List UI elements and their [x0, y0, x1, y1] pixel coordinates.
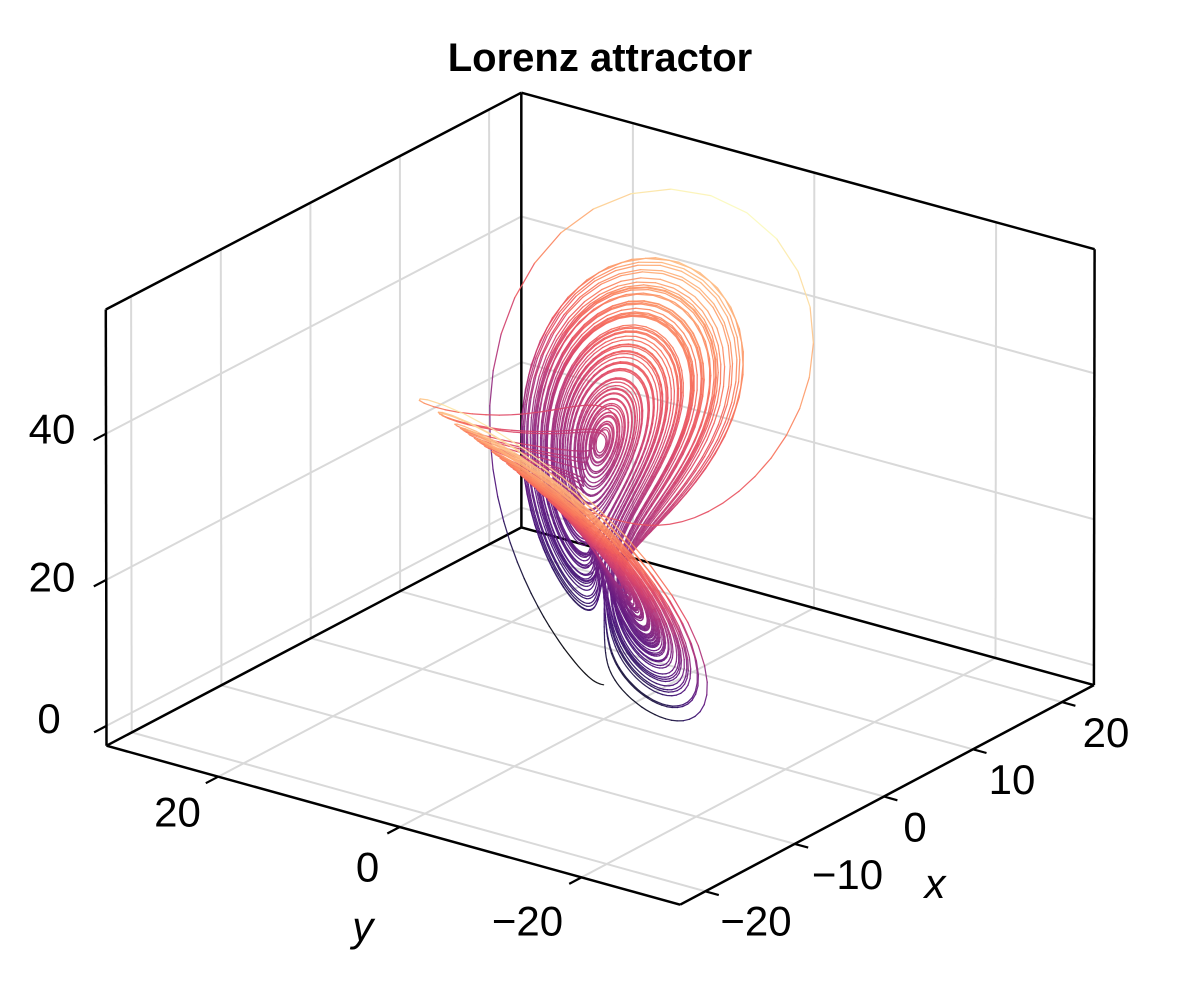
svg-text:40: 40	[29, 405, 76, 452]
svg-text:−20: −20	[720, 897, 791, 944]
svg-text:10: 10	[989, 756, 1036, 803]
svg-text:20: 20	[1083, 709, 1130, 756]
svg-text:−10: −10	[812, 851, 883, 898]
svg-text:x: x	[923, 860, 948, 907]
svg-text:Lorenz attractor: Lorenz attractor	[448, 36, 753, 80]
svg-text:20: 20	[29, 553, 76, 600]
svg-text:−20: −20	[492, 897, 563, 944]
svg-text:0: 0	[356, 843, 379, 890]
svg-text:0: 0	[37, 695, 60, 742]
svg-text:y: y	[349, 903, 376, 950]
svg-text:0: 0	[903, 803, 926, 850]
svg-text:20: 20	[154, 788, 201, 835]
